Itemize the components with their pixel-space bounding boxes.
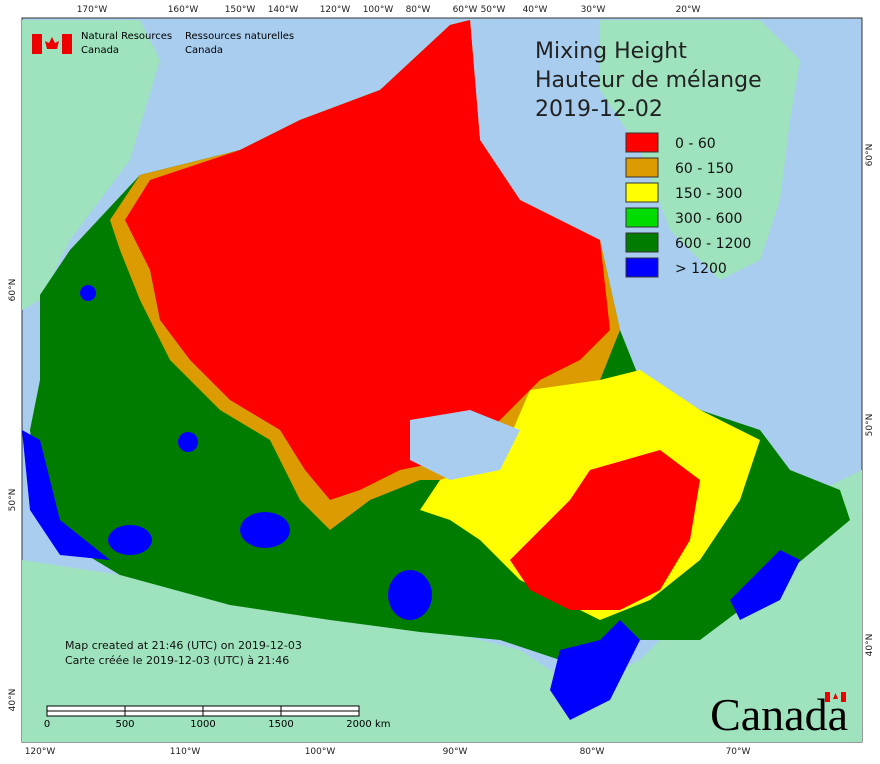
legend-label: 600 - 1200 — [675, 236, 751, 252]
graticule-label: 50°W — [481, 5, 506, 15]
wordmark-flag — [825, 692, 846, 702]
flag-bar — [825, 692, 830, 702]
graticule-label: 50°N — [865, 414, 875, 437]
scale-label: 1000 — [190, 719, 215, 730]
scale-segment — [202, 710, 282, 717]
hudson-bay — [410, 410, 520, 480]
scale-label: 2000 — [346, 719, 371, 730]
graticule-label: 60°N — [865, 144, 875, 167]
title: Hauteur de mélange — [535, 68, 762, 93]
scale-label: 0 — [44, 719, 50, 730]
legend: 0 - 60 60 - 150 150 - 300 300 - 600 600 - 12… — [625, 132, 751, 278]
usa — [22, 470, 862, 742]
title: 2019-12-02 — [535, 97, 663, 122]
scale-unit: km — [375, 719, 391, 730]
graticule-label: 100°W — [305, 747, 336, 757]
graticule-label: 60°W — [453, 5, 478, 15]
scale-segment — [124, 710, 204, 717]
graticule-label: 30°W — [581, 5, 606, 15]
zone-blue-patch — [388, 570, 432, 620]
alaska-russia — [22, 20, 160, 310]
legend-swatch — [625, 157, 659, 178]
legend-swatch — [625, 182, 659, 203]
graticule-label: 160°W — [168, 5, 199, 15]
zone-blue-south — [550, 620, 640, 720]
graticule-label: 100°W — [363, 5, 394, 15]
legend-label: 150 - 300 — [675, 186, 742, 202]
scale-segment — [46, 705, 126, 712]
zone-blue-patch — [108, 525, 152, 555]
org-en: Natural Resources — [81, 31, 172, 42]
legend-swatch — [625, 257, 659, 278]
graticule-label: 150°W — [225, 5, 256, 15]
maple-leaf — [833, 693, 838, 699]
flag-bar — [32, 34, 42, 54]
title: Mixing Height — [535, 39, 687, 64]
graticule-label: 40°N — [865, 634, 875, 657]
zone-red-quebec — [510, 450, 700, 610]
graticule-label: 60°N — [8, 279, 18, 302]
graticule-label: 170°W — [77, 5, 108, 15]
graticule-label: 140°W — [268, 5, 299, 15]
scale-segment — [124, 705, 204, 712]
legend-label: > 1200 — [675, 261, 727, 277]
graticule-label: 40°N — [8, 689, 18, 712]
org-fr: Ressources naturelles — [185, 31, 294, 42]
graticule-label: 120°W — [320, 5, 351, 15]
graticule-label: 80°W — [580, 747, 605, 757]
legend-label: 60 - 150 — [675, 161, 734, 177]
land — [22, 20, 862, 742]
zone-red — [125, 20, 610, 500]
nrcan-logo: Natural Resources Canada Ressources natu… — [32, 31, 294, 56]
legend-swatch — [625, 207, 659, 228]
graticule-label: 110°W — [170, 747, 201, 757]
graticule-label: 120°W — [25, 747, 56, 757]
graticule-label: 20°W — [676, 5, 701, 15]
legend-label: 0 - 60 — [675, 136, 716, 152]
note: Carte créée le 2019-12-03 (UTC) à 21:46 — [65, 654, 289, 667]
zone-blue-coast — [22, 430, 110, 560]
scale-bar: 0 500 1000 1500 2000 km — [44, 705, 391, 730]
zone-blue-east — [730, 550, 800, 620]
org-fr: Canada — [185, 45, 223, 56]
graticule-label: 90°W — [443, 747, 468, 757]
graticule-label: 70°W — [726, 747, 751, 757]
zone-blue-patch — [80, 285, 96, 301]
scale-segment — [280, 705, 360, 712]
org-en: Canada — [81, 45, 119, 56]
graticule: 170°W 160°W 150°W 140°W 120°W 100°W 80°W 60°W 50… — [8, 5, 875, 757]
scale-label: 500 — [115, 719, 134, 730]
greenland — [600, 20, 800, 280]
zone-blue-patch — [240, 512, 290, 548]
graticule-label: 80°W — [406, 5, 431, 15]
scale-segment — [280, 710, 360, 717]
flag-bar — [62, 34, 72, 54]
legend-swatch — [625, 132, 659, 153]
scale-segment — [46, 710, 126, 717]
note: Map created at 21:46 (UTC) on 2019-12-03 — [65, 639, 302, 652]
legend-swatch — [625, 232, 659, 253]
flag-bar — [841, 692, 846, 702]
zone-blue-patch — [178, 432, 198, 452]
graticule-label: 50°N — [8, 489, 18, 512]
maple-leaf — [45, 37, 59, 49]
scale-label: 1500 — [268, 719, 293, 730]
graticule-label: 40°W — [523, 5, 548, 15]
canada-mixing-height — [22, 20, 850, 720]
scale-segment — [202, 705, 282, 712]
legend-label: 300 - 600 — [675, 211, 742, 227]
